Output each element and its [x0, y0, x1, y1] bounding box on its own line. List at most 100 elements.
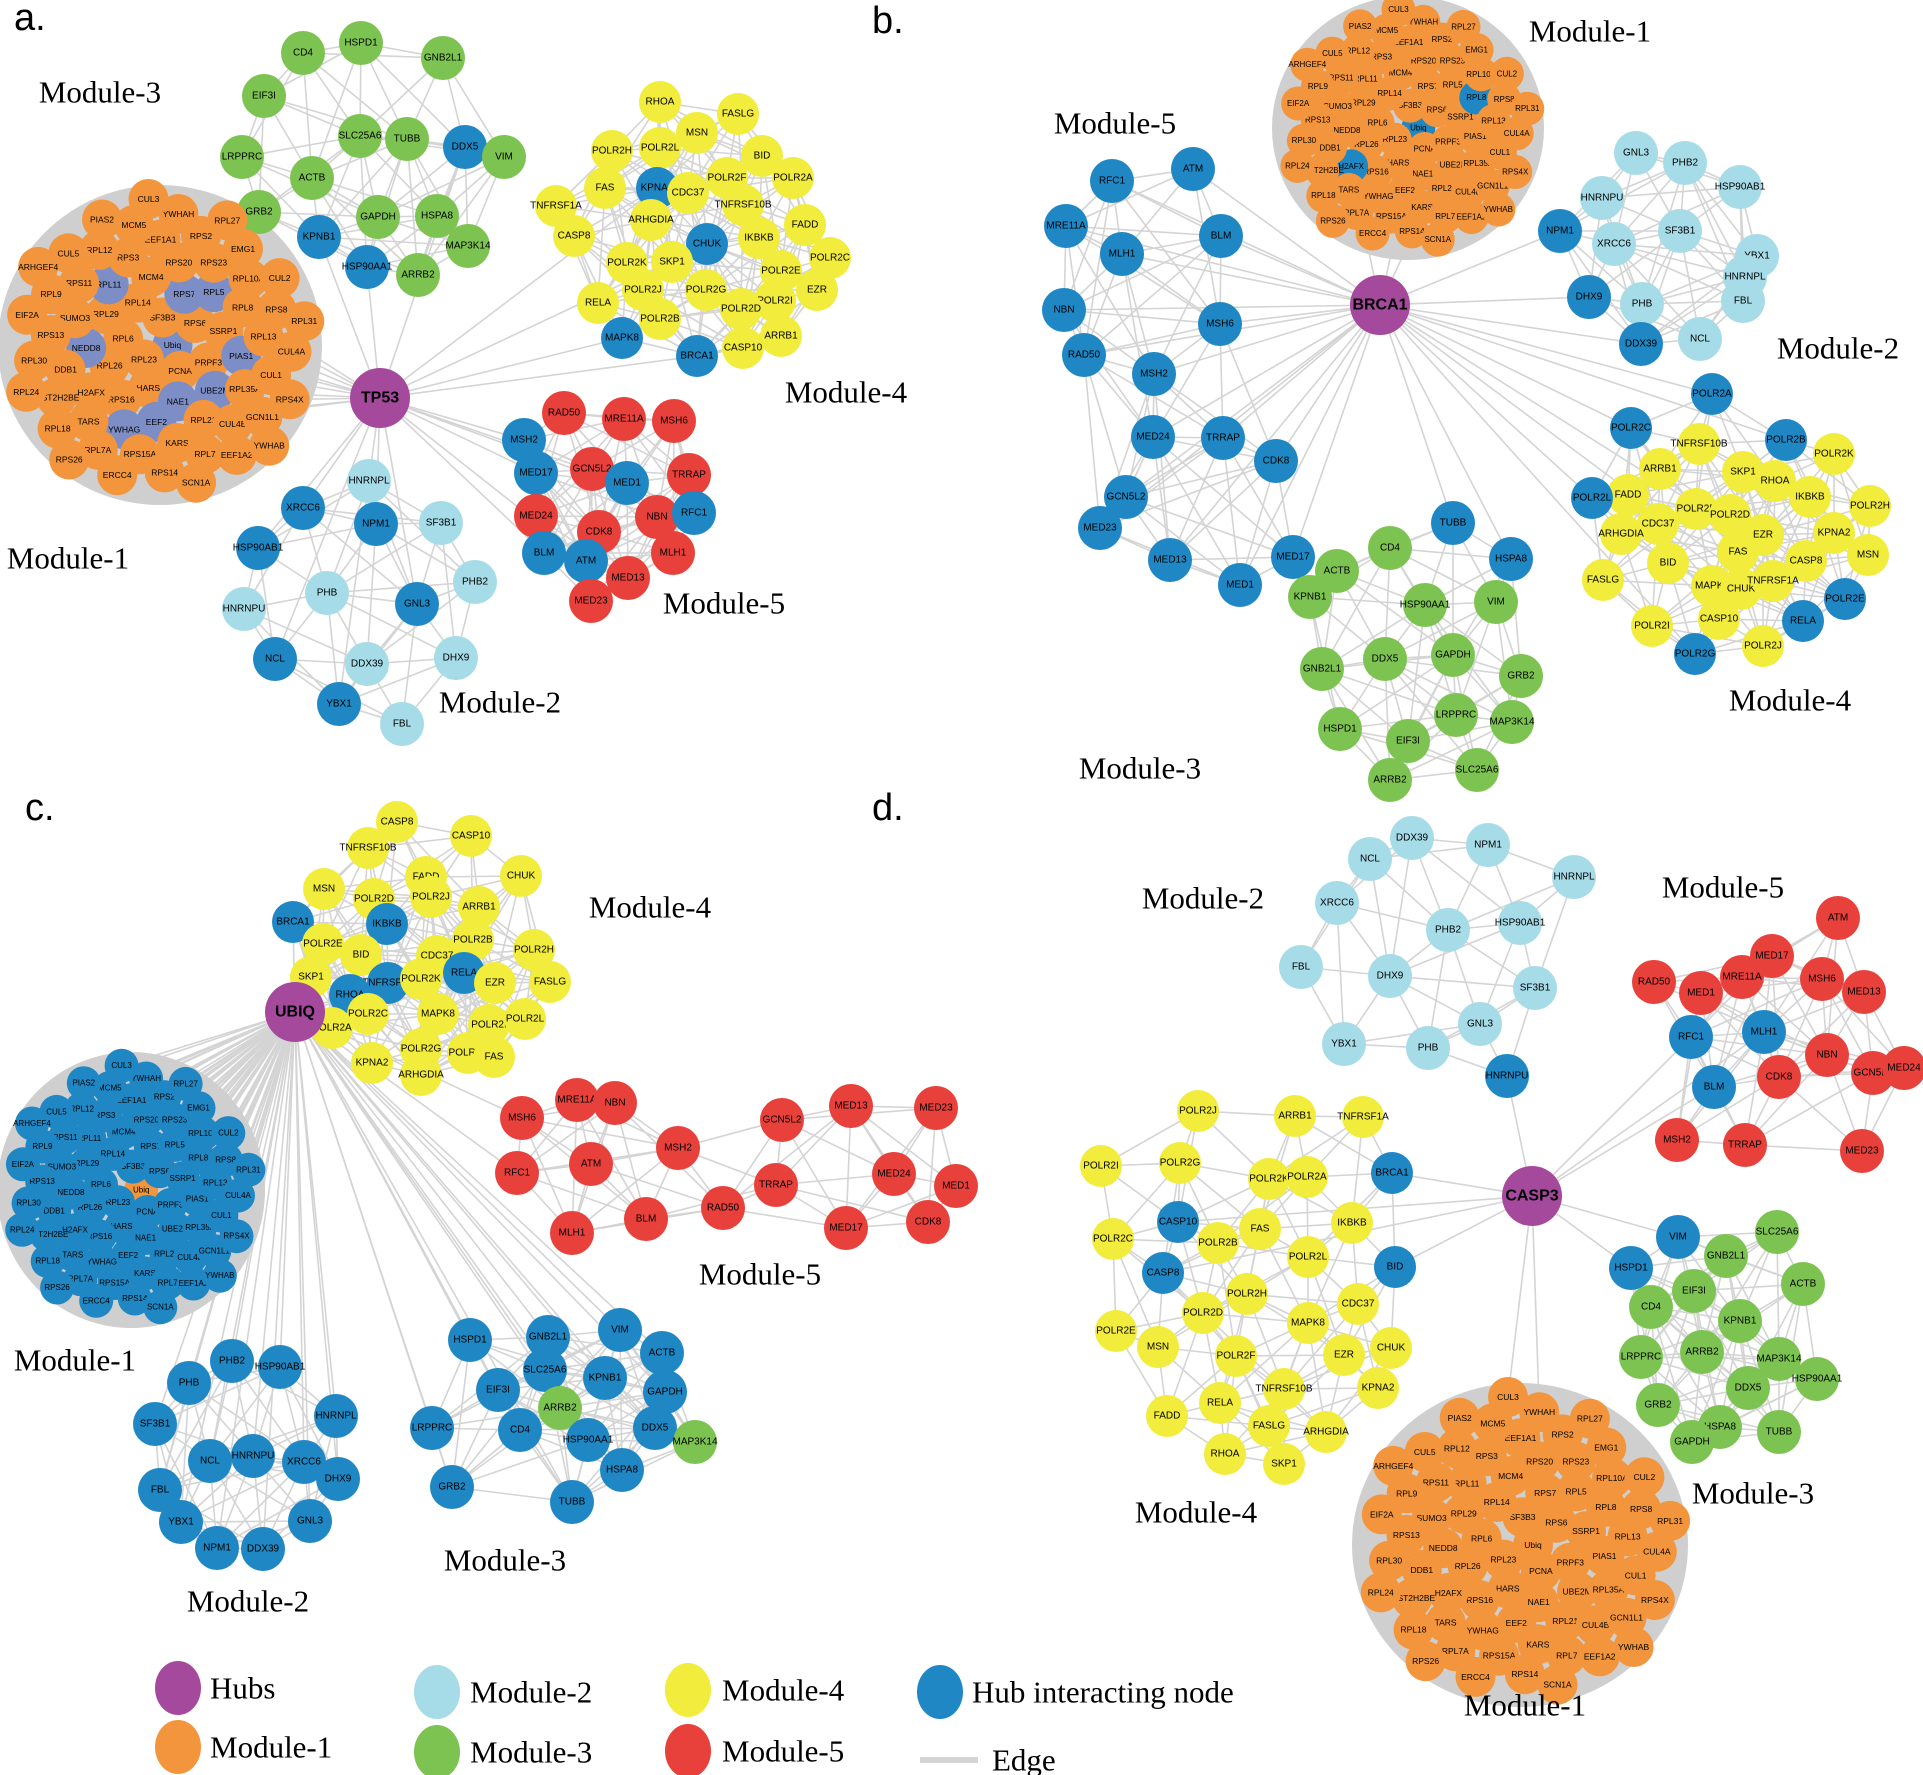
- edge: [1336, 902, 1345, 1045]
- node-TNFRSF10B: [722, 184, 764, 226]
- node-RPS4X: [219, 1219, 254, 1254]
- node-MAP3K14: [446, 224, 490, 268]
- module-caption-a-module-5: Module-5: [663, 586, 785, 621]
- node-RPS26: [1405, 1641, 1446, 1682]
- node-PHB: [305, 571, 349, 615]
- edge: [1389, 975, 1536, 989]
- edge: [1222, 437, 1241, 586]
- node-MAPK8: [601, 317, 643, 359]
- node-MAPK8: [1287, 1302, 1329, 1344]
- edge: [590, 1163, 724, 1209]
- node-POLR2D: [1709, 494, 1751, 536]
- node-CUL4A: [221, 1178, 255, 1213]
- edge: [294, 1011, 549, 1338]
- node-GRB2: [430, 1465, 474, 1509]
- node-POLR2K: [1813, 433, 1855, 475]
- node-EIF3I: [1672, 1269, 1716, 1313]
- node-RPL30: [14, 340, 55, 381]
- node-POLR2A: [1691, 373, 1733, 415]
- node-GAPDH: [1670, 1420, 1714, 1464]
- node-FBL: [1721, 279, 1765, 323]
- node-RPS26: [1315, 203, 1350, 238]
- edge: [1292, 304, 1381, 558]
- node-IKBKB: [1789, 476, 1831, 518]
- node-FASLG: [1582, 559, 1624, 601]
- edge: [1153, 235, 1222, 375]
- node-PHB2: [1663, 141, 1707, 185]
- legend-label-module-1: Module-1: [210, 1730, 332, 1765]
- node-TUBB: [1431, 501, 1475, 545]
- node-HIST2H2BE: [1392, 1578, 1433, 1619]
- edge: [1111, 180, 1221, 325]
- node-FADD: [784, 204, 826, 246]
- node-CUL4A: [1636, 1531, 1677, 1572]
- node-GAPDH: [356, 195, 400, 239]
- edge: [1192, 168, 1381, 306]
- edge: [1083, 354, 1101, 529]
- node-BLM: [1692, 1065, 1736, 1109]
- node-KPNA2: [351, 1042, 393, 1084]
- node-BID: [1374, 1246, 1416, 1288]
- panel-letter-d: d.: [872, 787, 904, 829]
- edge: [417, 156, 505, 276]
- node-YWHAH: [1519, 1392, 1560, 1433]
- node-MSH2: [1655, 1118, 1699, 1162]
- node-GNL3: [1614, 131, 1658, 175]
- node-RPL10A: [228, 258, 269, 299]
- node-SF3B1: [1658, 209, 1702, 253]
- node-POLR2B: [639, 298, 681, 340]
- node-BLM: [624, 1197, 668, 1241]
- node-FADD: [1607, 474, 1649, 516]
- node-SF3B1: [1513, 966, 1557, 1010]
- node-NBN: [593, 1081, 637, 1125]
- node-LRPPRC: [1619, 1335, 1663, 1379]
- module-caption-d-module-4: Module-4: [1135, 1495, 1258, 1530]
- node-IKBKB: [738, 217, 780, 259]
- edge: [1125, 496, 1294, 558]
- node-MED17: [514, 451, 558, 495]
- edge: [302, 52, 408, 140]
- edge: [154, 1366, 281, 1425]
- node-GRB2: [1636, 1383, 1680, 1427]
- node-POLR2E: [1095, 1310, 1137, 1352]
- node-POLR2C: [809, 237, 851, 279]
- legend-label-hubs: Hubs: [210, 1671, 275, 1706]
- node-RAD50: [701, 1186, 745, 1230]
- node-HSP90AB1: [236, 526, 280, 570]
- node-EIF3I: [1386, 719, 1430, 763]
- node-ARHGDIA: [1600, 513, 1642, 555]
- node-ARHGDIA: [1305, 1411, 1347, 1453]
- node-ATM: [569, 1142, 613, 1186]
- edge: [216, 1478, 339, 1549]
- edge: [257, 397, 381, 549]
- edge: [1083, 235, 1222, 356]
- node-YWHAB: [249, 425, 290, 466]
- hub-label-TP53: TP53: [361, 390, 399, 407]
- node-MLH1: [651, 531, 695, 575]
- node-NPM1: [1466, 823, 1510, 867]
- node-CUL5: [48, 233, 89, 274]
- node-SKP1: [1722, 451, 1764, 493]
- module-caption-b-module-2: Module-2: [1777, 331, 1899, 366]
- node-ARRB2: [538, 1386, 582, 1430]
- edge: [1531, 1031, 1765, 1197]
- hub-node-BRCA1: [1350, 275, 1410, 335]
- node-RPS14: [144, 452, 185, 493]
- node-NPM1: [195, 1526, 239, 1570]
- node-VIM: [482, 135, 526, 179]
- node-XRCC6: [1592, 222, 1636, 266]
- node-PHB: [1406, 1026, 1450, 1070]
- node-MSH2: [1132, 352, 1176, 396]
- legend-label-edge: Edge: [992, 1743, 1056, 1775]
- edge: [318, 236, 469, 247]
- node-RAD50: [1632, 960, 1676, 1004]
- node-RPL30: [11, 1186, 46, 1221]
- edge: [1153, 304, 1381, 375]
- edge: [1222, 437, 1294, 558]
- node-YWHAB: [202, 1258, 237, 1293]
- node-CDK8: [1757, 1055, 1801, 1099]
- node-CDC37: [667, 172, 709, 214]
- node-RPS7: [164, 273, 205, 314]
- node-MRE11A: [1044, 204, 1088, 248]
